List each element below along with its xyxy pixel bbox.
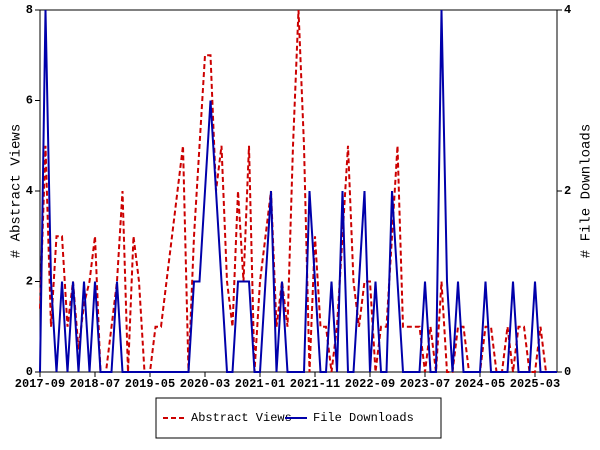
x-tick-label: 2017-09 (15, 377, 65, 391)
y-tick-label: 8 (26, 3, 33, 17)
y2-axis-label: # File Downloads (579, 124, 595, 258)
legend-label: Abstract Views (191, 411, 292, 425)
x-tick-label: 2022-09 (345, 377, 395, 391)
plot-frame (39, 9, 558, 373)
y2-tick-label: 0 (564, 365, 571, 379)
x-tick-label: 2025-03 (510, 377, 560, 391)
y-axis-label: # Abstract Views (9, 124, 25, 258)
y2-tick-label: 4 (564, 3, 571, 17)
series-line (39, 9, 557, 373)
legend-label: File Downloads (313, 411, 414, 425)
y-tick-label: 6 (26, 94, 33, 108)
x-tick-label: 2019-05 (125, 377, 175, 391)
x-tick-label: 2021-11 (290, 377, 340, 391)
series-line (39, 9, 557, 373)
x-tick-label: 2018-07 (70, 377, 120, 391)
x-tick-label: 2023-07 (400, 377, 450, 391)
x-tick-label: 2021-01 (235, 377, 285, 391)
y2-tick-label: 2 (564, 184, 571, 198)
y-tick-label: 0 (26, 365, 33, 379)
x-tick-label: 2024-05 (455, 377, 505, 391)
x-tick-label: 2020-03 (180, 377, 230, 391)
y-tick-label: 2 (26, 275, 33, 289)
y-tick-label: 4 (26, 184, 33, 198)
